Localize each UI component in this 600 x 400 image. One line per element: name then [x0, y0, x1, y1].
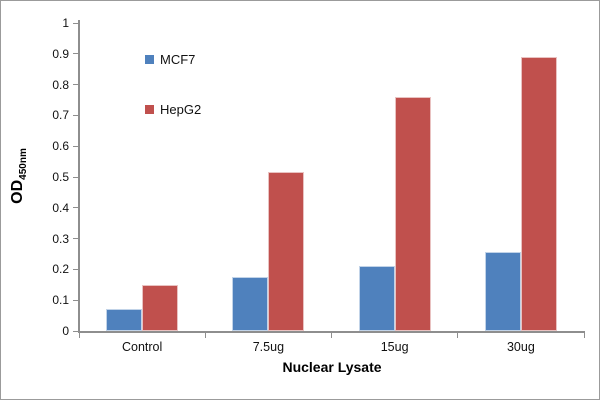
y-axis-tick: [73, 53, 79, 55]
y-tick-label: 0.5: [52, 170, 69, 184]
x-axis-title: Nuclear Lysate: [282, 359, 382, 375]
bar-hepg2-control: [142, 284, 179, 331]
bar-mcf7-control: [106, 309, 143, 331]
bar-mcf7-15ug: [358, 266, 395, 331]
y-axis-tick: [73, 145, 79, 147]
x-axis-tick: [457, 333, 459, 338]
x-axis-line: [78, 331, 585, 333]
y-tick-label: 0.7: [52, 108, 69, 123]
bar-hepg2-15ug: [394, 96, 431, 331]
y-axis-title: OD450nm: [9, 96, 29, 256]
y-axis-line: [78, 20, 80, 333]
y-tick-label: 0.4: [52, 200, 69, 215]
y-tick-label: 1: [62, 16, 69, 30]
x-axis-tick: [204, 333, 206, 338]
y-tick-label: 0: [62, 324, 69, 338]
y-axis-tick: [73, 330, 79, 332]
y-axis-tick: [73, 207, 79, 209]
y-axis-tick: [73, 114, 79, 116]
y-tick-label: 0.2: [52, 262, 69, 277]
y-axis-tick: [73, 84, 79, 86]
y-axis-title-text: OD: [9, 179, 26, 204]
bar-mcf7-7-5ug: [232, 277, 269, 331]
legend-swatch-mcf7: [145, 54, 154, 64]
x-tick-label-7-5ug: 7.5ug: [252, 340, 285, 354]
y-axis-tick: [73, 22, 79, 24]
y-axis-tick: [73, 299, 79, 301]
legend-item-mcf7: MCF7: [145, 51, 201, 67]
x-axis-tick: [583, 333, 585, 338]
legend-label-mcf7: MCF7: [160, 51, 196, 67]
y-tick-label: 0.6: [52, 139, 69, 154]
x-axis-tick: [331, 333, 332, 338]
bar-hepg2-7-5ug: [268, 172, 305, 331]
x-axis-tick: [78, 333, 80, 338]
bar-mcf7-30ug: [484, 252, 521, 331]
y-tick-label: 0.1: [52, 293, 69, 308]
x-tick-label-control: Control: [121, 340, 163, 354]
y-axis-tick: [73, 176, 79, 178]
y-tick-label: 0.3: [52, 231, 69, 246]
legend: MCF7 HepG2: [145, 52, 201, 152]
y-tick-label: 0.9: [52, 46, 69, 61]
y-axis-tick: [73, 238, 79, 240]
y-axis-title-subscript: 450nm: [18, 148, 29, 180]
y-axis-tick: [73, 268, 79, 270]
bar-hepg2-30ug: [520, 56, 557, 331]
legend-item-hepg2: HepG2: [145, 101, 202, 117]
legend-label-hepg2: HepG2: [160, 101, 202, 117]
legend-swatch-hepg2: [145, 104, 154, 114]
x-tick-label-15ug: 15ug: [380, 340, 409, 354]
y-tick-label: 0.8: [52, 77, 69, 92]
x-tick-label-30ug: 30ug: [506, 340, 535, 354]
